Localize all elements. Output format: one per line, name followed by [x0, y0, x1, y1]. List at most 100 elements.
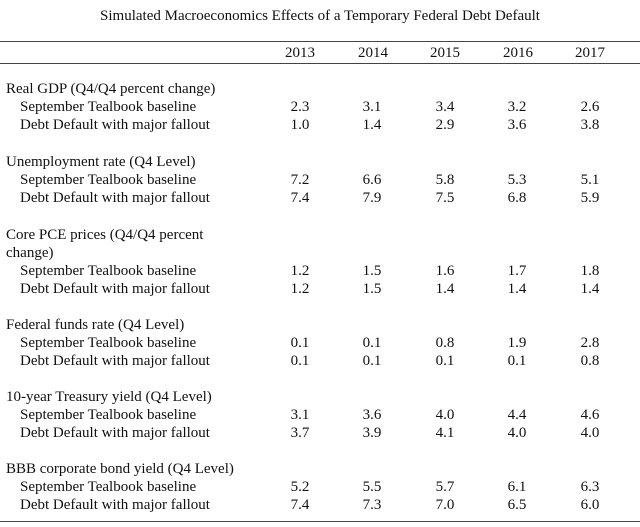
row-label: Debt Default with major fallout	[20, 425, 210, 441]
row-label: Debt Default with major fallout	[20, 497, 210, 513]
cell: 4.6	[580, 407, 600, 423]
cell: 0.1	[507, 353, 527, 369]
cell: 6.6	[362, 172, 382, 188]
cell: 4.0	[435, 407, 455, 423]
cell: 1.4	[580, 281, 600, 297]
cell: 5.3	[507, 172, 527, 188]
table-row: Debt Default with major fallout 0.1 0.1 …	[0, 352, 640, 370]
cell: 5.1	[580, 172, 600, 188]
year-header: 2013	[285, 45, 315, 61]
cell: 6.0	[580, 497, 600, 513]
year-header: 2016	[503, 45, 533, 61]
group-heading: BBB corporate bond yield (Q4 Level)	[6, 461, 234, 477]
row-label: Debt Default with major fallout	[20, 353, 210, 369]
cell: 3.4	[435, 99, 455, 115]
cell: 0.1	[362, 335, 382, 351]
cell: 1.0	[290, 117, 310, 133]
cell: 1.5	[362, 263, 382, 279]
table-row: September Tealbook baseline 5.2 5.5 5.7 …	[0, 478, 640, 496]
cell: 1.4	[507, 281, 527, 297]
cell: 5.5	[362, 479, 382, 495]
header-rule	[0, 63, 640, 64]
cell: 1.2	[290, 281, 310, 297]
cell: 5.2	[290, 479, 310, 495]
bottom-rule	[0, 521, 640, 522]
cell: 7.4	[290, 190, 310, 206]
cell: 0.1	[290, 335, 310, 351]
table-row: Debt Default with major fallout 1.0 1.4 …	[0, 116, 640, 134]
cell: 0.8	[435, 335, 455, 351]
cell: 1.7	[507, 263, 527, 279]
cell: 0.1	[362, 353, 382, 369]
cell: 6.1	[507, 479, 527, 495]
row-label: September Tealbook baseline	[20, 99, 197, 115]
cell: 6.3	[580, 479, 600, 495]
row-label: September Tealbook baseline	[20, 263, 197, 279]
cell: 4.0	[580, 425, 600, 441]
cell: 3.6	[362, 407, 382, 423]
row-label: September Tealbook baseline	[20, 479, 197, 495]
cell: 7.0	[435, 497, 455, 513]
cell: 7.9	[362, 190, 382, 206]
cell: 1.9	[507, 335, 527, 351]
cell: 0.8	[580, 353, 600, 369]
cell: 1.4	[435, 281, 455, 297]
cell: 7.4	[290, 497, 310, 513]
cell: 1.5	[362, 281, 382, 297]
cell: 3.1	[362, 99, 382, 115]
cell: 4.0	[507, 425, 527, 441]
cell: 1.2	[290, 263, 310, 279]
cell: 3.9	[362, 425, 382, 441]
table-row: September Tealbook baseline 3.1 3.6 4.0 …	[0, 406, 640, 424]
table-row: Debt Default with major fallout 1.2 1.5 …	[0, 280, 640, 298]
cell: 7.2	[290, 172, 310, 188]
cell: 6.5	[507, 497, 527, 513]
cell: 1.4	[362, 117, 382, 133]
cell: 3.1	[290, 407, 310, 423]
group-heading: 10-year Treasury yield (Q4 Level)	[6, 389, 212, 405]
cell: 2.8	[580, 335, 600, 351]
cell: 1.6	[435, 263, 455, 279]
cell: 3.8	[580, 117, 600, 133]
table-row: September Tealbook baseline 2.3 3.1 3.4 …	[0, 98, 640, 116]
cell: 6.8	[507, 190, 527, 206]
row-label: September Tealbook baseline	[20, 407, 197, 423]
table-title: Simulated Macroeconomics Effects of a Te…	[100, 8, 540, 24]
table-row: Debt Default with major fallout 3.7 3.9 …	[0, 424, 640, 442]
table-row: Debt Default with major fallout 7.4 7.9 …	[0, 189, 640, 207]
cell: 4.4	[507, 407, 527, 423]
cell: 0.1	[290, 353, 310, 369]
cell: 2.6	[580, 99, 600, 115]
cell: 1.8	[580, 263, 600, 279]
row-label: September Tealbook baseline	[20, 335, 197, 351]
row-label: Debt Default with major fallout	[20, 190, 210, 206]
group-heading: Federal funds rate (Q4 Level)	[6, 317, 185, 333]
cell: 5.8	[435, 172, 455, 188]
cell: 3.6	[507, 117, 527, 133]
cell: 0.1	[435, 353, 455, 369]
group-heading: Unemployment rate (Q4 Level)	[6, 154, 196, 170]
year-header: 2017	[575, 45, 605, 61]
cell: 5.7	[435, 479, 455, 495]
row-label: Debt Default with major fallout	[20, 117, 210, 133]
cell: 3.7	[290, 425, 310, 441]
table-row: September Tealbook baseline 1.2 1.5 1.6 …	[0, 262, 640, 280]
cell: 2.3	[290, 99, 310, 115]
cell: 3.2	[507, 99, 527, 115]
group-heading: Real GDP (Q4/Q4 percent change)	[6, 81, 216, 97]
cell: 7.5	[435, 190, 455, 206]
cell: 2.9	[435, 117, 455, 133]
year-header: 2015	[430, 45, 460, 61]
cell: 5.9	[580, 190, 600, 206]
group-heading: Core PCE prices (Q4/Q4 percent change)	[6, 227, 204, 261]
table-row: Debt Default with major fallout 7.4 7.3 …	[0, 496, 640, 514]
cell: 4.1	[435, 425, 455, 441]
year-header: 2014	[358, 45, 388, 61]
cell: 7.3	[362, 497, 382, 513]
table-row: September Tealbook baseline 0.1 0.1 0.8 …	[0, 334, 640, 352]
table-row: September Tealbook baseline 7.2 6.6 5.8 …	[0, 171, 640, 189]
row-label: September Tealbook baseline	[20, 172, 197, 188]
top-rule	[0, 41, 640, 42]
row-label: Debt Default with major fallout	[20, 281, 210, 297]
